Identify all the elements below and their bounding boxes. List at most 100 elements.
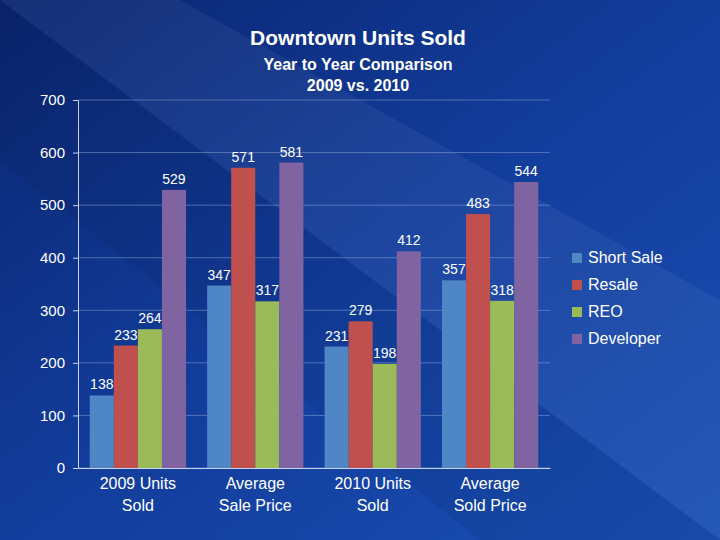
x-tick: 2010 Units Sold <box>334 468 411 514</box>
x-tick-label: 2010 Units Sold <box>334 475 411 514</box>
x-axis-line <box>79 468 551 469</box>
title: Downtown Units Sold <box>250 26 466 49</box>
y-tick: 700 <box>40 91 78 108</box>
grid-line <box>78 100 550 101</box>
data-label: 138 <box>90 376 114 392</box>
legend-item: Developer <box>572 330 662 347</box>
y-tick-mark <box>73 258 78 259</box>
legend-swatch <box>572 307 582 317</box>
chart: Downtown Units Sold Year to Year Comparis… <box>0 0 720 540</box>
y-tick-mark <box>73 100 78 101</box>
y-tick: 200 <box>40 354 78 371</box>
bar <box>162 190 186 468</box>
background-band <box>0 0 720 540</box>
y-tick-mark <box>73 468 78 469</box>
legend: Short Sale Resale REO Developer <box>572 249 663 347</box>
data-label: 279 <box>349 302 373 318</box>
bar <box>325 347 349 468</box>
x-tick-label-line: Sold Price <box>454 497 527 514</box>
y-axis: 0 100 200 300 400 500 600 700 <box>40 91 79 476</box>
y-tick-label: 300 <box>40 302 65 319</box>
y-tick-mark <box>73 153 78 154</box>
x-tick-label-line: 2009 Units <box>100 475 177 492</box>
data-label: 571 <box>232 149 256 165</box>
plot: 0 100 200 300 400 500 600 700 2009 Units Sold Aver… <box>40 91 551 514</box>
data-label: 412 <box>397 232 421 248</box>
bar <box>373 364 397 468</box>
y-tick-mark <box>73 205 78 206</box>
background <box>0 0 720 540</box>
legend-label: REO <box>588 303 623 320</box>
y-tick: 600 <box>40 144 78 161</box>
y-tick: 500 <box>40 196 78 213</box>
bars <box>90 163 539 468</box>
data-label: 233 <box>114 327 138 343</box>
x-tick-label: Average Sold Price <box>454 475 527 514</box>
y-tick-label: 600 <box>40 144 65 161</box>
y-tick: 0 <box>57 459 78 476</box>
y-tick-mark <box>73 310 78 311</box>
legend-label: Developer <box>588 330 662 347</box>
legend-item: REO <box>572 303 623 320</box>
legend-label: Short Sale <box>588 249 663 266</box>
data-label: 581 <box>280 144 304 160</box>
x-tick-label: 2009 Units Sold <box>100 475 177 514</box>
legend-swatch <box>572 253 582 263</box>
data-label: 264 <box>138 310 162 326</box>
subtitle: 2009 vs. 2010 <box>307 77 409 94</box>
data-label: 529 <box>162 171 186 187</box>
x-tick-label-line: Average <box>460 475 519 492</box>
data-label: 347 <box>208 267 232 283</box>
grid <box>78 100 550 468</box>
x-tick: 2009 Units Sold <box>100 468 177 514</box>
bar <box>397 251 421 468</box>
x-tick-label-line: Sale Price <box>219 497 292 514</box>
background-band <box>0 0 720 540</box>
subtitle: Year to Year Comparison <box>263 56 452 73</box>
bar <box>466 214 490 468</box>
x-axis: 2009 Units Sold Average Sale Price 2010 Unit… <box>79 468 551 514</box>
legend-item: Resale <box>572 276 638 293</box>
y-tick-label: 700 <box>40 91 65 108</box>
x-tick-label-line: Sold <box>122 497 154 514</box>
bar <box>207 286 231 468</box>
y-tick-label: 400 <box>40 249 65 266</box>
x-tick-label-line: Average <box>226 475 285 492</box>
legend-swatch <box>572 334 582 344</box>
x-tick: Average Sold Price <box>454 468 527 514</box>
y-tick-label: 100 <box>40 407 65 424</box>
y-tick: 400 <box>40 249 78 266</box>
data-label: 357 <box>442 261 466 277</box>
legend-item: Short Sale <box>572 249 663 266</box>
x-tick-label-line: 2010 Units <box>334 475 411 492</box>
bar <box>90 395 114 468</box>
bar <box>231 168 255 468</box>
y-axis-line <box>73 101 79 469</box>
grid-line <box>78 152 550 153</box>
legend-swatch <box>572 280 582 290</box>
bar <box>114 346 138 468</box>
data-label: 544 <box>515 163 539 179</box>
bar <box>514 182 538 468</box>
legend-label: Resale <box>588 276 638 293</box>
data-label: 317 <box>256 282 280 298</box>
x-tick-label: Average Sale Price <box>219 475 292 514</box>
data-label: 483 <box>466 195 490 211</box>
y-tick-label: 500 <box>40 196 65 213</box>
y-tick-label: 0 <box>57 459 65 476</box>
data-labels: 138 347 231 357 233 571 279 483 264 317 198 318 529 5… <box>90 144 538 393</box>
y-tick-mark <box>73 363 78 364</box>
bar <box>255 301 279 468</box>
bar <box>442 280 466 468</box>
bar <box>490 301 514 468</box>
bar <box>349 321 373 468</box>
y-tick-label: 200 <box>40 354 65 371</box>
bar <box>279 163 303 468</box>
data-label: 198 <box>373 345 397 361</box>
data-label: 318 <box>490 282 514 298</box>
data-label: 231 <box>325 328 349 344</box>
x-tick-label-line: Sold <box>357 497 389 514</box>
x-tick: Average Sale Price <box>219 468 292 514</box>
y-tick: 100 <box>40 407 78 424</box>
y-tick: 300 <box>40 302 78 319</box>
